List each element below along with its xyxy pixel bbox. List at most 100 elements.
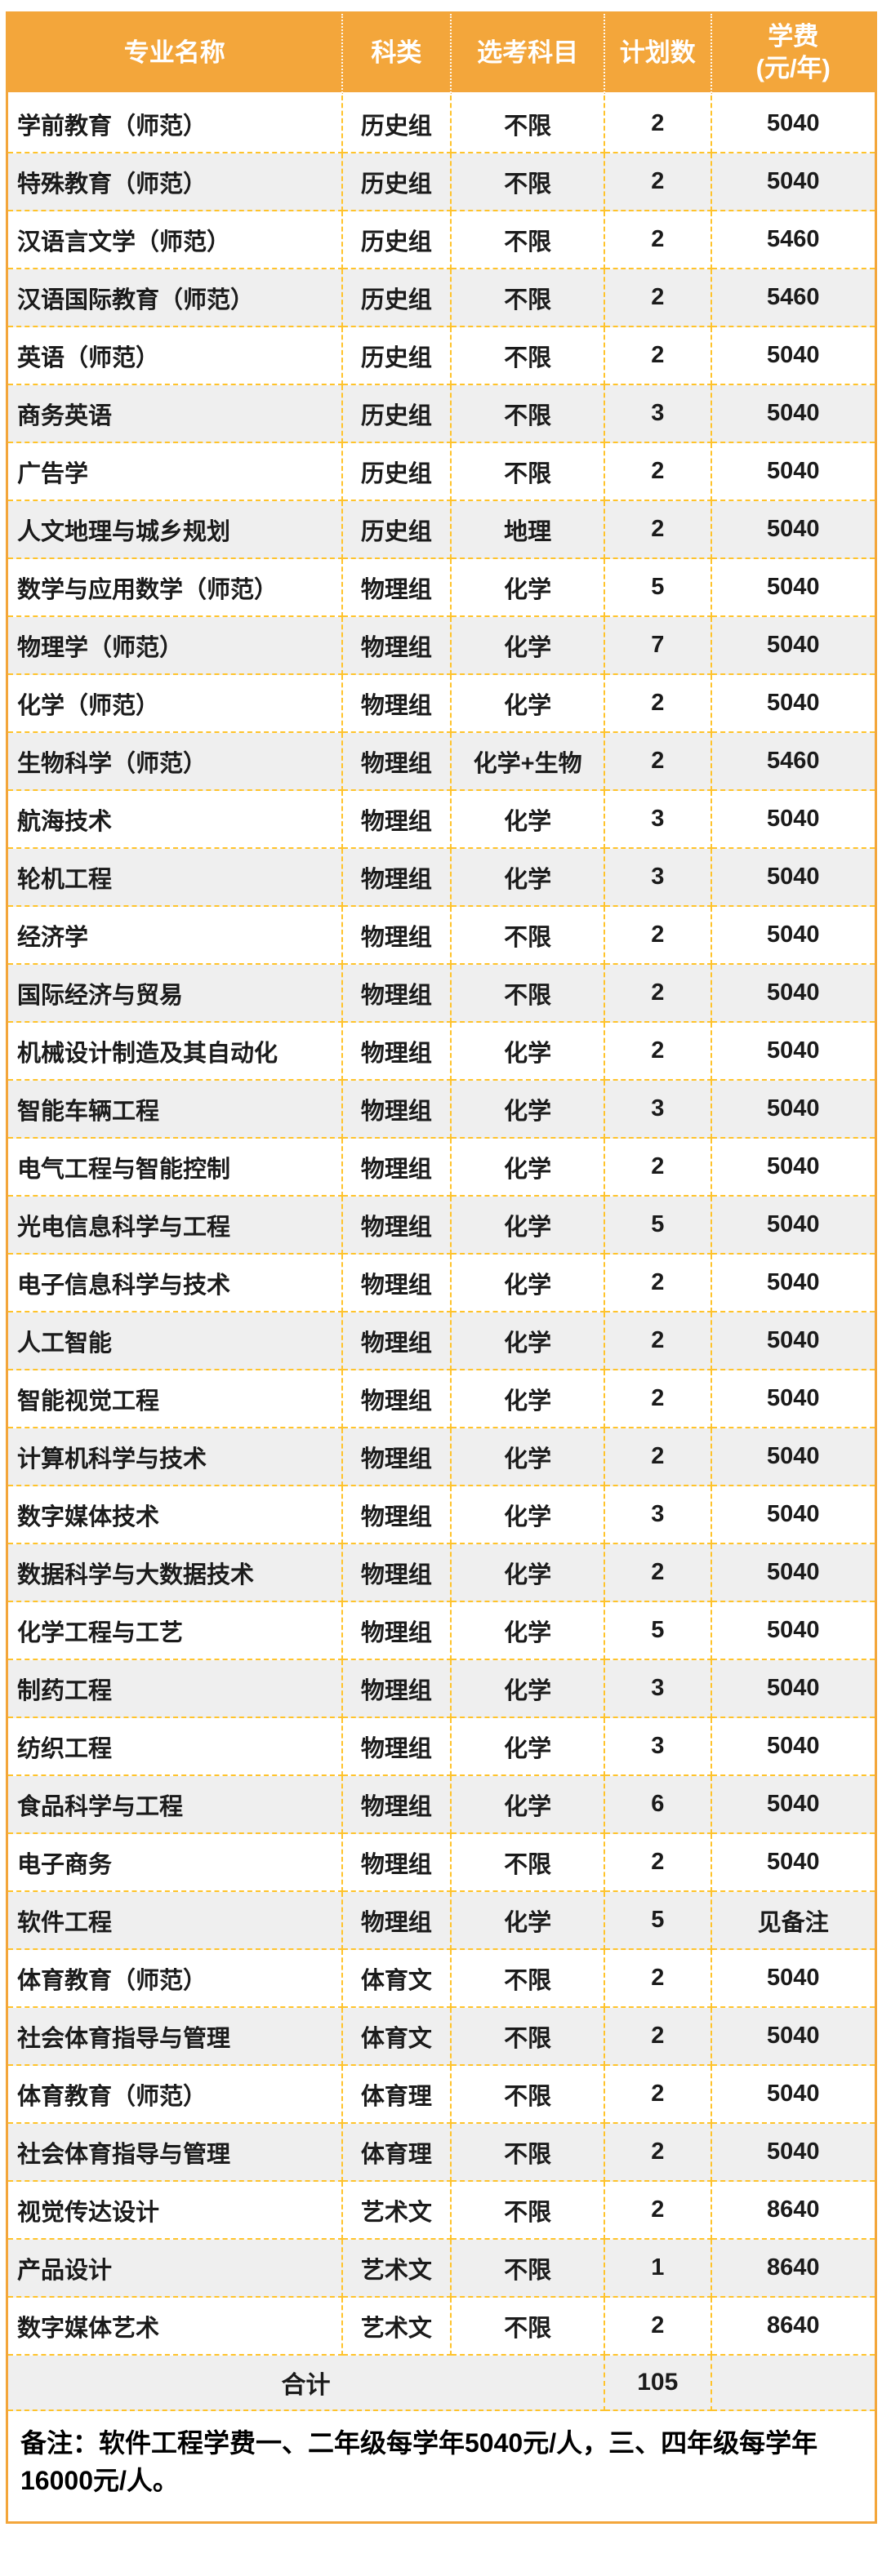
total-row: 合计 105 [8, 2356, 875, 2411]
table-row: 汉语国际教育（师范） 历史组 不限 2 5460 [8, 269, 875, 327]
cell-subjects: 化学 [452, 1197, 606, 1255]
cell-plan: 2 [605, 2008, 712, 2066]
cell-plan: 5 [605, 559, 712, 617]
cell-plan: 5 [605, 1197, 712, 1255]
cell-subjects: 不限 [452, 269, 606, 327]
cell-tuition: 5040 [711, 153, 875, 211]
cell-plan: 3 [605, 1486, 712, 1544]
cell-tuition: 5040 [711, 1776, 875, 1834]
cell-plan: 7 [605, 617, 712, 675]
table-row: 机械设计制造及其自动化 物理组 化学 2 5040 [8, 1023, 875, 1081]
cell-major: 人工智能 [8, 1312, 343, 1370]
cell-tuition: 5040 [711, 617, 875, 675]
cell-major: 软件工程 [8, 1892, 343, 1950]
cell-tuition: 5040 [711, 1081, 875, 1139]
cell-subjects: 地理 [452, 501, 606, 559]
cell-major: 体育教育（师范） [8, 1950, 343, 2008]
table-row: 数学与应用数学（师范） 物理组 化学 5 5040 [8, 559, 875, 617]
footnote: 备注：软件工程学费一、二年级每学年5040元/人，三、四年级每学年16000元/… [8, 2411, 875, 2521]
cell-plan: 2 [605, 2298, 712, 2356]
cell-category: 物理组 [342, 907, 452, 965]
cell-tuition: 5040 [711, 1660, 875, 1718]
header-plan: 计划数 [605, 14, 712, 95]
table-row: 社会体育指导与管理 体育文 不限 2 5040 [8, 2008, 875, 2066]
cell-subjects: 化学 [452, 849, 606, 907]
table-body: 学前教育（师范） 历史组 不限 2 5040 特殊教育（师范） 历史组 不限 2 5040 汉语言文… [8, 95, 875, 2356]
cell-category: 物理组 [342, 1486, 452, 1544]
total-tuition-empty [711, 2356, 875, 2411]
cell-tuition: 5040 [711, 443, 875, 501]
table-row: 英语（师范） 历史组 不限 2 5040 [8, 327, 875, 385]
cell-category: 物理组 [342, 1023, 452, 1081]
header-subjects: 选考科目 [452, 14, 606, 95]
cell-plan: 2 [605, 327, 712, 385]
cell-subjects: 化学 [452, 1892, 606, 1950]
cell-plan: 2 [605, 1255, 712, 1312]
cell-major: 化学工程与工艺 [8, 1602, 343, 1660]
total-plan-count: 105 [605, 2356, 712, 2411]
cell-plan: 6 [605, 1776, 712, 1834]
table-row: 轮机工程 物理组 化学 3 5040 [8, 849, 875, 907]
cell-subjects: 化学 [452, 1370, 606, 1428]
cell-category: 体育文 [342, 1950, 452, 2008]
cell-major: 光电信息科学与工程 [8, 1197, 343, 1255]
cell-tuition: 5040 [711, 791, 875, 849]
table-row: 制药工程 物理组 化学 3 5040 [8, 1660, 875, 1718]
table-row: 数字媒体艺术 艺术文 不限 2 8640 [8, 2298, 875, 2356]
cell-subjects: 化学 [452, 1081, 606, 1139]
cell-category: 物理组 [342, 617, 452, 675]
cell-tuition: 5040 [711, 559, 875, 617]
cell-major: 汉语言文学（师范） [8, 211, 343, 269]
cell-major: 化学（师范） [8, 675, 343, 733]
cell-major: 电子信息科学与技术 [8, 1255, 343, 1312]
cell-category: 历史组 [342, 443, 452, 501]
cell-tuition: 5040 [711, 1197, 875, 1255]
table-row: 数据科学与大数据技术 物理组 化学 2 5040 [8, 1544, 875, 1602]
cell-major: 社会体育指导与管理 [8, 2124, 343, 2182]
cell-tuition: 5040 [711, 1486, 875, 1544]
cell-subjects: 化学 [452, 1139, 606, 1197]
cell-major: 人文地理与城乡规划 [8, 501, 343, 559]
cell-subjects: 不限 [452, 2240, 606, 2298]
cell-subjects: 不限 [452, 2182, 606, 2240]
cell-category: 艺术文 [342, 2298, 452, 2356]
cell-tuition: 5040 [711, 1544, 875, 1602]
cell-subjects: 不限 [452, 2124, 606, 2182]
cell-category: 历史组 [342, 327, 452, 385]
cell-tuition: 5460 [711, 211, 875, 269]
cell-subjects: 化学 [452, 1023, 606, 1081]
cell-tuition: 5040 [711, 1428, 875, 1486]
table-footer: 合计 105 [8, 2356, 875, 2411]
cell-tuition: 5040 [711, 1718, 875, 1776]
cell-tuition: 5040 [711, 1370, 875, 1428]
table-row: 软件工程 物理组 化学 5 见备注 [8, 1892, 875, 1950]
cell-major: 智能视觉工程 [8, 1370, 343, 1428]
cell-plan: 2 [605, 907, 712, 965]
cell-category: 物理组 [342, 1428, 452, 1486]
cell-category: 物理组 [342, 1255, 452, 1312]
cell-tuition: 5040 [711, 849, 875, 907]
cell-subjects: 化学 [452, 617, 606, 675]
cell-plan: 2 [605, 211, 712, 269]
cell-major: 数字媒体艺术 [8, 2298, 343, 2356]
cell-plan: 2 [605, 675, 712, 733]
cell-major: 体育教育（师范） [8, 2066, 343, 2124]
cell-plan: 2 [605, 1428, 712, 1486]
cell-plan: 2 [605, 95, 712, 153]
cell-plan: 2 [605, 1023, 712, 1081]
cell-plan: 2 [605, 1139, 712, 1197]
cell-subjects: 化学 [452, 1660, 606, 1718]
table-row: 化学（师范） 物理组 化学 2 5040 [8, 675, 875, 733]
admission-plan-sheet: 专业名称 科类 选考科目 计划数 学费 (元/年) 学前教育（师范） 历史组 不限 2… [6, 11, 877, 2524]
cell-tuition: 5460 [711, 269, 875, 327]
cell-subjects: 化学 [452, 1255, 606, 1312]
cell-subjects: 化学+生物 [452, 733, 606, 791]
table-row: 食品科学与工程 物理组 化学 6 5040 [8, 1776, 875, 1834]
cell-major: 特殊教育（师范） [8, 153, 343, 211]
cell-major: 航海技术 [8, 791, 343, 849]
cell-major: 食品科学与工程 [8, 1776, 343, 1834]
table-row: 智能视觉工程 物理组 化学 2 5040 [8, 1370, 875, 1428]
cell-major: 电气工程与智能控制 [8, 1139, 343, 1197]
cell-subjects: 不限 [452, 907, 606, 965]
table-row: 汉语言文学（师范） 历史组 不限 2 5460 [8, 211, 875, 269]
